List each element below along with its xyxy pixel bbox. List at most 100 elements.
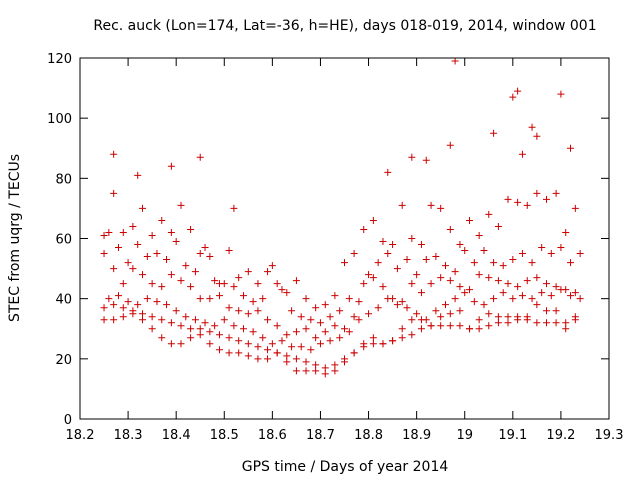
data-point [398, 201, 406, 209]
data-point [432, 253, 440, 261]
data-point [163, 256, 171, 264]
data-point [355, 298, 363, 306]
data-point [456, 283, 464, 291]
data-point [538, 289, 546, 297]
data-point [268, 340, 276, 348]
y-tick-label: 120 [47, 52, 72, 67]
data-point [533, 132, 541, 140]
data-point [259, 334, 267, 342]
data-point [341, 358, 348, 366]
data-point [490, 259, 498, 267]
data-point [456, 241, 464, 249]
data-point [249, 328, 257, 336]
data-point [341, 325, 348, 333]
data-point [148, 313, 156, 321]
data-point [427, 280, 435, 288]
data-point [158, 334, 166, 342]
data-point [143, 295, 151, 303]
data-point [292, 277, 300, 285]
data-point [307, 316, 315, 324]
data-point [562, 228, 570, 236]
data-point [576, 295, 584, 303]
data-point [167, 319, 175, 327]
data-point [547, 292, 555, 300]
data-point [413, 271, 421, 279]
data-point [100, 231, 108, 239]
data-point [110, 265, 118, 273]
data-point [249, 298, 257, 306]
data-point [576, 250, 584, 258]
data-point [254, 307, 262, 315]
data-point [177, 201, 185, 209]
data-point [494, 222, 502, 230]
data-point [509, 256, 517, 264]
x-tick-label: 18.2 [66, 428, 95, 443]
data-point [105, 228, 113, 236]
data-point [571, 289, 579, 297]
data-point [389, 241, 397, 249]
data-point [379, 340, 387, 348]
data-point [206, 328, 214, 336]
data-point [417, 325, 425, 333]
data-point [153, 250, 161, 258]
data-point [302, 325, 310, 333]
data-point [446, 225, 454, 233]
data-point [403, 304, 411, 312]
data-point [292, 367, 300, 375]
data-point [446, 322, 454, 330]
data-point [302, 295, 310, 303]
data-point [398, 298, 406, 306]
data-point [365, 310, 373, 318]
data-point [470, 259, 478, 267]
data-point [119, 313, 127, 321]
data-point [167, 340, 175, 348]
data-point [528, 295, 536, 303]
data-point [240, 325, 248, 333]
data-point [571, 204, 579, 212]
data-point [355, 316, 363, 324]
data-point [379, 238, 387, 246]
data-point [562, 325, 570, 333]
data-point [408, 331, 416, 339]
data-point [518, 150, 526, 158]
data-point [533, 274, 541, 282]
data-point [177, 322, 185, 330]
data-point [456, 307, 464, 315]
chart-title: Rec. auck (Lon=174, Lat=-36, h=HE), days… [93, 18, 596, 34]
data-point [369, 340, 377, 348]
data-point [273, 349, 281, 357]
data-point [504, 319, 512, 327]
data-point [393, 301, 401, 309]
data-point [533, 189, 541, 197]
data-point [225, 247, 233, 255]
data-point [504, 313, 512, 321]
data-point [158, 283, 166, 291]
data-point [100, 250, 108, 258]
data-point [288, 343, 296, 351]
data-point [187, 334, 195, 342]
data-point [499, 262, 507, 270]
data-point [441, 262, 449, 270]
data-point [297, 313, 305, 321]
data-point [422, 256, 430, 264]
data-point [211, 322, 219, 330]
data-point [475, 271, 483, 279]
data-point [451, 268, 459, 276]
data-point [552, 189, 560, 197]
data-point [485, 274, 493, 282]
data-point [389, 337, 397, 345]
data-point [254, 280, 262, 288]
data-point [114, 292, 122, 300]
data-point [557, 90, 565, 98]
data-point [538, 244, 546, 252]
data-point [413, 310, 421, 318]
data-point [562, 319, 570, 327]
data-point [302, 358, 310, 366]
data-point [153, 298, 161, 306]
data-point [384, 250, 392, 258]
data-point [475, 231, 483, 239]
data-point [148, 231, 156, 239]
data-point [490, 295, 498, 303]
data-point [408, 280, 416, 288]
